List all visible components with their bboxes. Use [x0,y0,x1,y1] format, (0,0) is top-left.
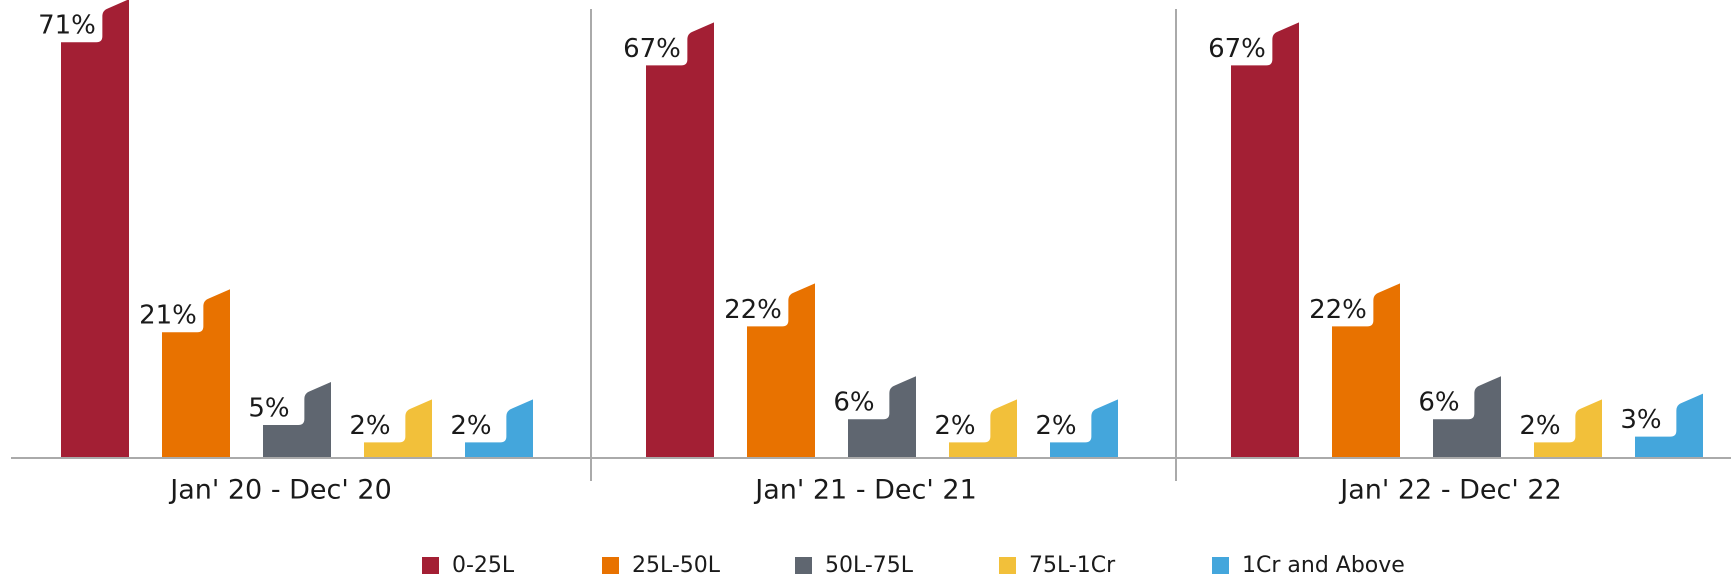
data-label: 22% [724,295,782,325]
data-label: 21% [139,301,197,331]
bar [949,399,1017,458]
data-label: 71% [38,11,96,41]
bar [162,289,230,458]
legend-swatch [795,557,812,574]
legend-label: 50L-75L [825,553,914,578]
data-label: 2% [934,411,975,441]
bar [263,382,331,458]
legend-label: 25L-50L [632,553,721,578]
legend-label: 0-25L [452,553,515,578]
legend-swatch [602,557,619,574]
data-label: 2% [1035,411,1076,441]
data-label: 3% [1620,405,1661,435]
bar [1231,22,1299,459]
legend-label: 1Cr and Above [1242,553,1405,578]
x-tick-label: Jan' 20 - Dec' 20 [168,475,392,506]
x-tick-label: Jan' 21 - Dec' 21 [753,475,977,506]
bar [1050,399,1118,458]
legend-label: 75L-1Cr [1029,553,1116,578]
data-label: 67% [623,34,681,64]
bar [646,22,714,459]
bar [61,0,129,458]
data-label: 22% [1309,295,1367,325]
bar [1534,399,1602,458]
data-label: 67% [1208,34,1266,64]
data-label: 2% [1519,411,1560,441]
legend-swatch [999,557,1016,574]
bar [465,399,533,458]
data-label: 2% [450,411,491,441]
bar [848,376,916,458]
bar [1332,283,1400,458]
bar [747,283,815,458]
bar [1635,393,1703,458]
legend-swatch [1212,557,1229,574]
data-label: 2% [349,411,390,441]
bar [364,399,432,458]
data-label: 5% [248,394,289,424]
x-tick-label: Jan' 22 - Dec' 22 [1338,475,1562,506]
legend-swatch [422,557,439,574]
bar [1433,376,1501,458]
data-label: 6% [1418,388,1459,418]
data-label: 6% [833,388,874,418]
